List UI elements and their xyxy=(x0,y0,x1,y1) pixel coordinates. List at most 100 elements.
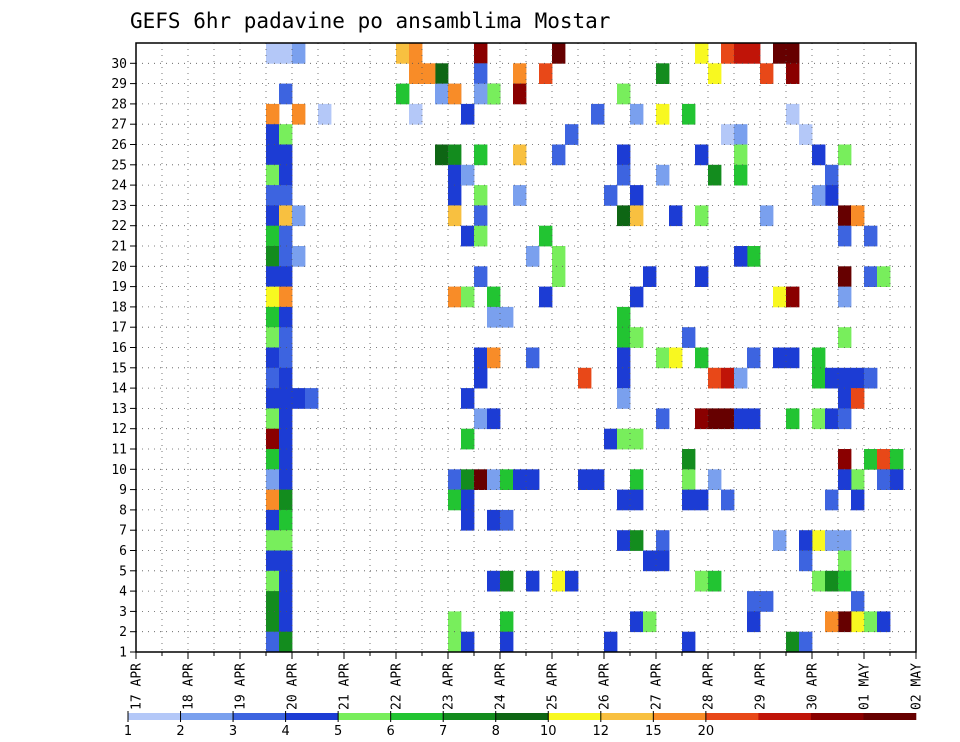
heatmap-cell xyxy=(617,388,631,409)
heatmap-cell xyxy=(630,428,644,450)
heatmap-cell xyxy=(279,631,293,653)
heatmap-cell xyxy=(734,43,748,64)
colorbar-label: 12 xyxy=(593,724,610,739)
heatmap-cell xyxy=(838,530,852,551)
heatmap-cell xyxy=(617,530,631,551)
heatmap-cell xyxy=(266,286,280,308)
heatmap-cell xyxy=(617,144,631,166)
heatmap-cell xyxy=(825,570,839,592)
heatmap-cell xyxy=(578,469,592,490)
heatmap-cell xyxy=(474,144,488,166)
heatmap-cell xyxy=(604,185,618,206)
heatmap-cell xyxy=(552,144,566,166)
heatmap-cell xyxy=(396,83,410,105)
heatmap-cell xyxy=(760,63,774,84)
colorbar-label: 2 xyxy=(176,724,184,739)
heatmap-cell xyxy=(474,408,488,430)
heatmap-cell xyxy=(513,144,527,166)
heatmap-cell xyxy=(461,164,475,186)
heatmap-cell xyxy=(279,83,293,105)
heatmap-cell xyxy=(279,509,293,531)
heatmap-cell xyxy=(279,164,293,186)
y-tick-label: 2 xyxy=(119,625,127,640)
heatmap-cell xyxy=(838,367,852,389)
y-tick-label: 20 xyxy=(111,260,127,275)
heatmap-cell xyxy=(617,367,631,389)
x-tick-label: 24 APR xyxy=(494,663,509,710)
colorbar-label: 5 xyxy=(334,724,342,739)
heatmap-cell xyxy=(604,631,618,653)
heatmap-cell xyxy=(630,327,644,348)
heatmap-cell xyxy=(266,306,280,328)
heatmap-cell xyxy=(279,124,293,145)
heatmap-cell xyxy=(266,570,280,592)
heatmap-cell xyxy=(409,43,423,64)
heatmap-cell xyxy=(279,43,293,64)
heatmap-cell xyxy=(630,469,644,490)
heatmap-cell xyxy=(838,570,852,592)
heatmap-cell xyxy=(604,428,618,450)
heatmap-cell xyxy=(617,83,631,105)
y-axis-ticks: 1234567891011121314151617181920212223242… xyxy=(111,57,136,661)
y-tick-label: 26 xyxy=(111,138,127,153)
heatmap-cell xyxy=(682,103,696,125)
x-tick-label: 17 APR xyxy=(130,663,145,710)
colorbar-swatch xyxy=(758,713,812,720)
heatmap-cell xyxy=(825,408,839,430)
heatmap-cells xyxy=(266,43,904,653)
colorbar-swatch xyxy=(600,713,654,720)
y-tick-label: 4 xyxy=(119,585,127,600)
heatmap-cell xyxy=(708,408,722,430)
heatmap-cell xyxy=(279,225,293,247)
x-tick-label: 21 APR xyxy=(338,663,353,710)
heatmap-cell xyxy=(266,225,280,247)
y-tick-label: 19 xyxy=(111,280,127,295)
x-tick-label: 20 APR xyxy=(286,663,301,710)
heatmap-cell xyxy=(695,489,709,511)
heatmap-cell xyxy=(643,550,657,572)
heatmap-cell xyxy=(591,103,605,125)
heatmap-cell xyxy=(812,185,826,206)
heatmap-cell xyxy=(448,469,462,490)
heatmap-cell xyxy=(279,306,293,328)
heatmap-cell xyxy=(266,347,280,369)
heatmap-cell xyxy=(266,591,280,612)
heatmap-cell xyxy=(266,631,280,653)
heatmap-cell xyxy=(266,489,280,511)
heatmap-cell xyxy=(630,286,644,308)
heatmap-cell xyxy=(786,103,800,125)
heatmap-cell xyxy=(708,570,722,592)
heatmap-cell xyxy=(708,164,722,186)
heatmap-cell xyxy=(539,286,553,308)
colorbar-swatch xyxy=(128,713,181,720)
y-tick-label: 30 xyxy=(111,57,127,72)
heatmap-cell xyxy=(552,246,566,267)
heatmap-cell xyxy=(565,124,579,145)
heatmap-cell xyxy=(825,185,839,206)
heatmap-cell xyxy=(565,570,579,592)
heatmap-cell xyxy=(656,530,670,551)
heatmap-cell xyxy=(708,469,722,490)
y-tick-label: 5 xyxy=(119,564,127,579)
heatmap-cell xyxy=(266,205,280,227)
heatmap-cell xyxy=(890,469,904,490)
heatmap-cell xyxy=(500,611,514,633)
heatmap-cell xyxy=(812,144,826,166)
heatmap-cell xyxy=(877,469,891,490)
heatmap-cell xyxy=(851,367,865,389)
heatmap-cell xyxy=(552,266,566,287)
heatmap-cell xyxy=(461,469,475,490)
heatmap-cell xyxy=(266,266,280,287)
colorbar-swatch xyxy=(653,713,707,720)
heatmap-cell xyxy=(266,43,280,64)
heatmap-cell xyxy=(474,469,488,490)
heatmap-cell xyxy=(721,124,735,145)
heatmap-cell xyxy=(630,205,644,227)
heatmap-cell xyxy=(682,469,696,490)
heatmap-cell xyxy=(266,509,280,531)
heatmap-cell xyxy=(266,469,280,490)
heatmap-cell xyxy=(474,43,488,64)
heatmap-cell xyxy=(695,570,709,592)
heatmap-cell xyxy=(552,43,566,64)
heatmap-cell xyxy=(409,63,423,84)
